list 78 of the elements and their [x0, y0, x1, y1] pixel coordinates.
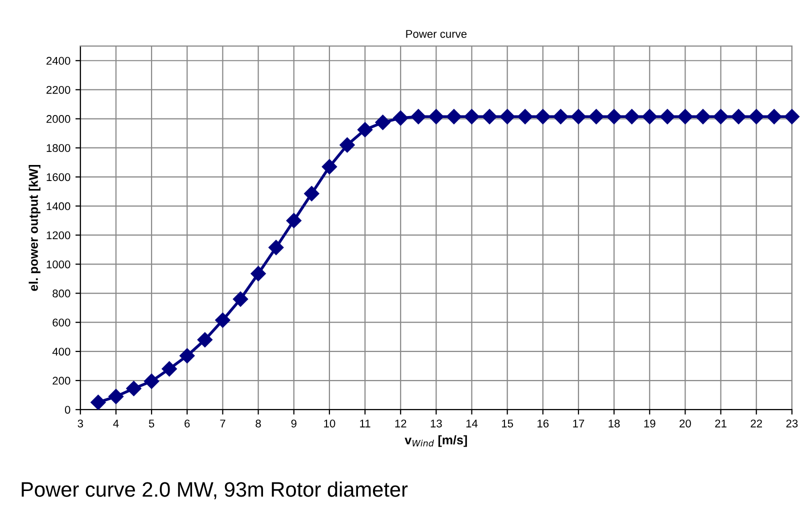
y-tick-label: 1000 — [46, 260, 70, 268]
point — [731, 109, 746, 124]
y-tick-label: 0 — [64, 406, 70, 414]
point — [375, 114, 390, 130]
y-tick-label: 2400 — [46, 56, 70, 65]
x-tick-label: 8 — [256, 420, 261, 428]
x-tick-label: 18 — [608, 420, 620, 428]
point — [624, 109, 640, 124]
x-tick-label: 7 — [220, 420, 226, 428]
y-tick-label: 1600 — [46, 173, 70, 182]
point — [446, 109, 462, 124]
point — [215, 312, 230, 328]
x-tick-label: 23 — [786, 420, 798, 428]
x-tick-label: 10 — [324, 420, 336, 428]
point — [766, 109, 782, 124]
point — [197, 332, 212, 348]
y-tick-label: 600 — [52, 318, 70, 326]
x-tick-label: 12 — [395, 420, 406, 428]
point — [748, 109, 764, 124]
x-tick-label: 11 — [360, 420, 370, 428]
point — [90, 394, 106, 410]
point — [464, 109, 480, 124]
point — [518, 109, 533, 124]
point — [162, 361, 177, 376]
y-tick-label: 2200 — [46, 86, 70, 94]
point — [286, 213, 302, 228]
point — [180, 348, 195, 364]
x-tick-label: 6 — [184, 420, 190, 428]
x-tick-label: 14 — [466, 420, 478, 428]
point — [535, 109, 550, 124]
point — [588, 109, 604, 124]
point — [428, 109, 444, 124]
x-tick-label: 16 — [538, 420, 549, 428]
point — [553, 109, 568, 124]
point — [410, 109, 426, 124]
point — [713, 109, 728, 124]
point — [678, 109, 693, 124]
point — [357, 122, 373, 138]
x-tick-label: 15 — [502, 420, 514, 428]
point — [695, 109, 711, 124]
point — [642, 109, 658, 124]
y-tick-label: 400 — [52, 348, 70, 356]
x-tick-label: 4 — [113, 420, 119, 428]
y-tick-label: 2000 — [46, 115, 70, 123]
x-tick-label: 22 — [750, 420, 762, 428]
text: Power curve 2.0 MW, 93m Rotor diameter — [22, 482, 408, 500]
point — [304, 186, 320, 202]
point — [250, 266, 266, 282]
x-axis-title: v$_{Wind}$ [m/s] — [404, 435, 467, 447]
point — [570, 109, 586, 124]
y-axis-title: el. power output [kW] — [28, 165, 40, 291]
x-tick-label: 19 — [644, 420, 656, 428]
point — [784, 109, 800, 124]
x-tick-label: 21 — [715, 420, 726, 428]
point — [322, 159, 338, 174]
point — [482, 109, 498, 124]
point — [108, 388, 124, 404]
x-tick-label: 13 — [430, 420, 442, 428]
point — [340, 137, 355, 153]
point — [660, 109, 675, 124]
point — [144, 374, 160, 389]
point — [500, 109, 515, 124]
x-tick-label: 20 — [680, 420, 691, 428]
y-tick-label: 1800 — [46, 144, 70, 152]
x-tick-label: 3 — [78, 420, 83, 428]
y-tick-label: 1200 — [46, 231, 70, 240]
y-tick-label: 200 — [52, 376, 70, 385]
x-tick-label: 17 — [573, 420, 584, 428]
point — [393, 110, 408, 126]
y-tick-label: 1400 — [46, 202, 70, 210]
point — [126, 380, 142, 396]
x-tick-label: 9 — [291, 420, 296, 428]
point — [232, 292, 248, 307]
x-tick-label: 5 — [148, 420, 154, 428]
point — [268, 240, 284, 256]
point — [606, 109, 622, 124]
chart-title: Power curve — [406, 30, 467, 38]
y-tick-label: 800 — [52, 290, 70, 298]
